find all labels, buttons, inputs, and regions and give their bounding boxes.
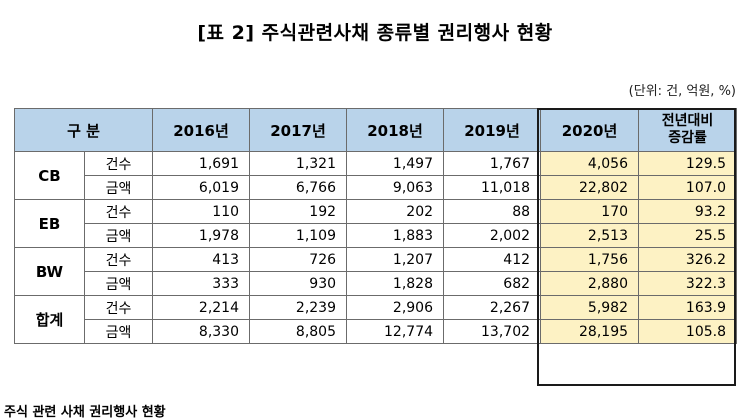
cell-value: 1,207 — [346, 247, 445, 272]
cell-2020: 2,880 — [540, 271, 640, 296]
cell-value: 202 — [346, 199, 445, 224]
row-kind: 건수 — [83, 247, 154, 272]
table-row: EB 건수 110 192 202 88 170 93.2 — [14, 199, 738, 248]
row-kind: 금액 — [83, 319, 154, 344]
cell-value: 412 — [443, 247, 542, 272]
table-row: BW 건수 413 726 1,207 412 1,756 326.2 — [14, 247, 738, 296]
header-category: 구 분 — [13, 108, 154, 152]
cell-value: 8,805 — [249, 319, 348, 344]
row-kind: 금액 — [83, 223, 154, 248]
cell-value: 12,774 — [346, 319, 445, 344]
cell-value: 682 — [443, 271, 542, 296]
cell-delta: 326.2 — [638, 247, 738, 272]
row-kind: 건수 — [83, 199, 154, 224]
cell-value: 1,978 — [152, 223, 251, 248]
cell-value: 1,497 — [346, 151, 445, 176]
cell-value: 110 — [152, 199, 251, 224]
cell-value: 9,063 — [346, 175, 445, 200]
cell-value: 6,019 — [152, 175, 251, 200]
cell-value: 2,267 — [443, 295, 542, 320]
cell-value: 2,214 — [152, 295, 251, 320]
cell-delta: 129.5 — [638, 151, 738, 176]
cell-value: 2,906 — [346, 295, 445, 320]
header-delta-line1: 전년대비 — [661, 113, 714, 129]
row-kind: 건수 — [83, 151, 154, 176]
group-label: 합계 — [14, 295, 85, 344]
cell-value: 413 — [152, 247, 251, 272]
table-row: 금액 8,330 8,805 12,774 13,702 28,195 105.8 — [15, 319, 738, 344]
cell-value: 1,691 — [152, 151, 251, 176]
unit-label: (단위: 건, 억원, %) — [628, 84, 736, 99]
header-year: 2018년 — [346, 108, 445, 152]
cell-delta: 107.0 — [638, 175, 738, 200]
table-row: 금액 6,019 6,766 9,063 11,018 22,802 107.0 — [15, 175, 738, 200]
cell-value: 726 — [249, 247, 348, 272]
cell-2020: 5,982 — [540, 295, 640, 320]
header-year-2020: 2020년 — [540, 108, 640, 152]
cell-value: 13,702 — [443, 319, 542, 344]
rights-exercise-table: 구 분 2016년 2017년 2018년 2019년 2020년 전년대비 증… — [13, 108, 738, 344]
table-row: 합계 건수 2,214 2,239 2,906 2,267 5,982 163.9 — [14, 295, 738, 344]
row-kind: 금액 — [83, 175, 154, 200]
group-label: EB — [14, 199, 85, 248]
cell-value: 11,018 — [443, 175, 542, 200]
table-title: [표 2] 주식관련사채 종류별 권리행사 현황 — [197, 22, 553, 44]
cell-value: 6,766 — [249, 175, 348, 200]
cell-2020: 4,056 — [540, 151, 640, 176]
cell-2020: 22,802 — [540, 175, 640, 200]
cell-value: 2,239 — [249, 295, 348, 320]
cell-delta: 322.3 — [638, 271, 738, 296]
cell-delta: 163.9 — [638, 295, 738, 320]
group-label: BW — [14, 247, 85, 296]
cell-value: 1,767 — [443, 151, 542, 176]
header-year: 2017년 — [249, 108, 348, 152]
cell-value: 1,883 — [346, 223, 445, 248]
cell-value: 1,109 — [249, 223, 348, 248]
table-row: 금액 1,978 1,109 1,883 2,002 2,513 25.5 — [15, 223, 738, 248]
cell-value: 1,828 — [346, 271, 445, 296]
row-kind: 건수 — [83, 295, 154, 320]
header-delta: 전년대비 증감률 — [638, 108, 738, 152]
cell-value: 88 — [443, 199, 542, 224]
cell-value: 1,321 — [249, 151, 348, 176]
header-row: 구 분 2016년 2017년 2018년 2019년 2020년 전년대비 증… — [13, 108, 738, 152]
cell-value: 192 — [249, 199, 348, 224]
cell-value: 930 — [249, 271, 348, 296]
table-row: CB 건수 1,691 1,321 1,497 1,767 4,056 129.5 — [14, 151, 738, 200]
cell-delta: 93.2 — [638, 199, 738, 224]
cell-2020: 2,513 — [540, 223, 640, 248]
header-year: 2019년 — [443, 108, 542, 152]
table-row: 금액 333 930 1,828 682 2,880 322.3 — [15, 271, 738, 296]
header-delta-line2: 증감률 — [668, 130, 707, 146]
cell-2020: 1,756 — [540, 247, 640, 272]
caption: 주식 관련 사채 권리행사 현황 — [4, 405, 166, 420]
cell-delta: 105.8 — [638, 319, 738, 344]
cell-delta: 25.5 — [638, 223, 738, 248]
cell-2020: 28,195 — [540, 319, 640, 344]
cell-2020: 170 — [540, 199, 640, 224]
header-year: 2016년 — [152, 108, 251, 152]
cell-value: 333 — [152, 271, 251, 296]
group-label: CB — [14, 151, 85, 200]
row-kind: 금액 — [83, 271, 154, 296]
cell-value: 8,330 — [152, 319, 251, 344]
cell-value: 2,002 — [443, 223, 542, 248]
